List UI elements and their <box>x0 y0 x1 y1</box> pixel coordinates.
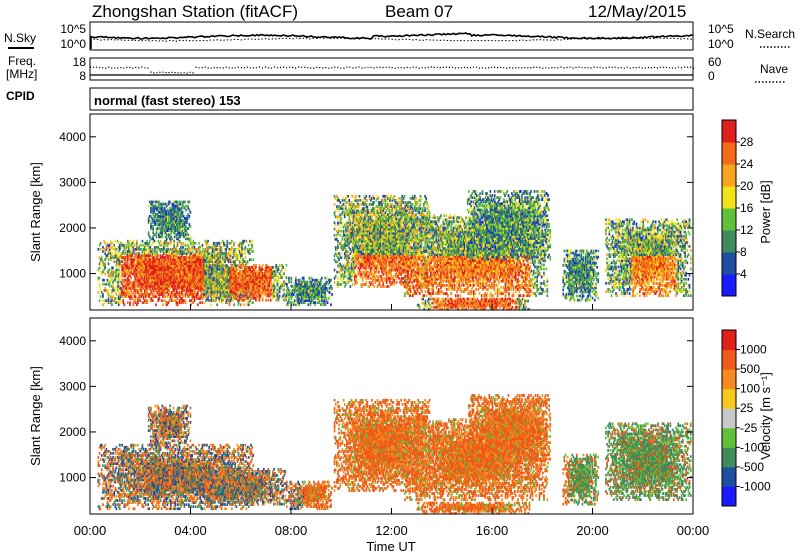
freq-traces <box>90 67 694 75</box>
echo-cell <box>135 295 137 298</box>
echo-cell <box>108 262 110 265</box>
echo-cell <box>162 303 164 306</box>
echo-cell <box>104 242 106 245</box>
freq-panel-frame <box>90 58 693 80</box>
echo-cell <box>100 242 102 245</box>
noise-left-tick-top: 10^5 <box>60 22 86 36</box>
echo-cell <box>99 299 101 302</box>
echo-cell <box>102 303 104 306</box>
echo-cell <box>146 240 148 243</box>
echo-cell <box>162 299 164 302</box>
echo-cell <box>104 273 106 276</box>
echo-cell <box>109 269 111 272</box>
noise-right-tick-top: 10^5 <box>708 22 734 36</box>
echo-cell <box>100 248 102 251</box>
echo-cell <box>115 240 117 243</box>
echo-cell <box>136 240 138 243</box>
date-title: 12/May/2015 <box>588 2 686 21</box>
echo-cell <box>99 283 101 286</box>
noise-traces <box>90 33 693 49</box>
echo-cell <box>112 267 114 270</box>
freq-left-tick-top: 18 <box>73 55 87 69</box>
echo-cell <box>152 242 154 245</box>
echo-cell <box>152 248 154 251</box>
echo-cell <box>98 248 100 251</box>
cpid-label: CPID <box>6 89 35 103</box>
nave-right-tick-bottom: 0 <box>708 69 715 83</box>
echo-cell <box>100 295 102 298</box>
echo-cell <box>129 240 131 243</box>
noise-left-tick-bottom: 10^0 <box>60 37 86 51</box>
echo-cell <box>139 299 141 302</box>
echo-cell <box>173 240 175 243</box>
echo-cell <box>113 260 115 263</box>
echo-cell <box>152 299 154 302</box>
echo-cell <box>102 293 104 296</box>
beam-title: Beam 07 <box>385 2 453 21</box>
echo-cell <box>129 301 131 304</box>
echo-cell <box>103 279 105 282</box>
noise-search-trace <box>90 38 693 41</box>
echo-cell <box>132 297 134 300</box>
station-title: Zhongshan Station (fitACF) <box>92 2 298 21</box>
echo-cell <box>119 271 121 274</box>
echo-cell <box>121 260 123 263</box>
echo-cell <box>164 295 166 298</box>
echo-cell <box>170 240 172 243</box>
echo-cell <box>116 248 118 251</box>
echo-cell <box>128 262 130 265</box>
echo-cell <box>119 275 121 278</box>
echo-cell <box>99 277 101 280</box>
echo-cell <box>111 252 113 255</box>
echo-cell <box>142 240 144 243</box>
echo-cell <box>111 303 113 306</box>
echo-cell <box>116 293 118 296</box>
power-heatmap <box>98 190 692 311</box>
echo-cell <box>155 303 157 306</box>
echo-cell <box>155 295 157 298</box>
nave-right-tick-top: 60 <box>708 55 722 69</box>
echo-cell <box>146 299 148 302</box>
echo-cell <box>102 299 104 302</box>
noise-search-label: N.Search <box>745 27 795 41</box>
echo-cell <box>148 242 150 245</box>
echo-cell <box>134 242 136 245</box>
echo-cell <box>130 277 132 280</box>
radar-summary-plot: Zhongshan Station (fitACF) Beam 07 12/Ma… <box>0 0 800 554</box>
echo-cell <box>108 289 110 292</box>
echo-cell <box>115 287 117 290</box>
echo-cell <box>98 291 100 294</box>
freq-label-line1: Freq. <box>8 54 36 68</box>
echo-cell <box>106 299 108 302</box>
echo-cell <box>160 240 162 243</box>
echo-cell <box>127 301 129 304</box>
echo-cell <box>104 262 106 265</box>
echo-cell <box>124 303 126 306</box>
noise-right-tick-bottom: 10^0 <box>708 37 734 51</box>
echo-cell <box>101 256 103 259</box>
nave-label: Nave <box>760 62 788 76</box>
nave-trace <box>90 67 694 73</box>
echo-cell <box>138 252 140 255</box>
freq-left-tick-bottom: 8 <box>79 69 86 83</box>
noise-sky-label: N.Sky <box>4 31 36 45</box>
echo-cell <box>168 242 170 245</box>
echo-cell <box>120 299 122 302</box>
echo-cell <box>102 283 104 286</box>
echo-cell <box>115 297 117 300</box>
echo-cell <box>172 299 174 302</box>
echo-cell <box>122 299 124 302</box>
freq-label-line2: [MHz] <box>6 67 37 81</box>
echo-cell <box>158 254 160 257</box>
cpid-text: normal (fast stereo) 153 <box>94 93 241 108</box>
echo-cell <box>111 242 113 245</box>
